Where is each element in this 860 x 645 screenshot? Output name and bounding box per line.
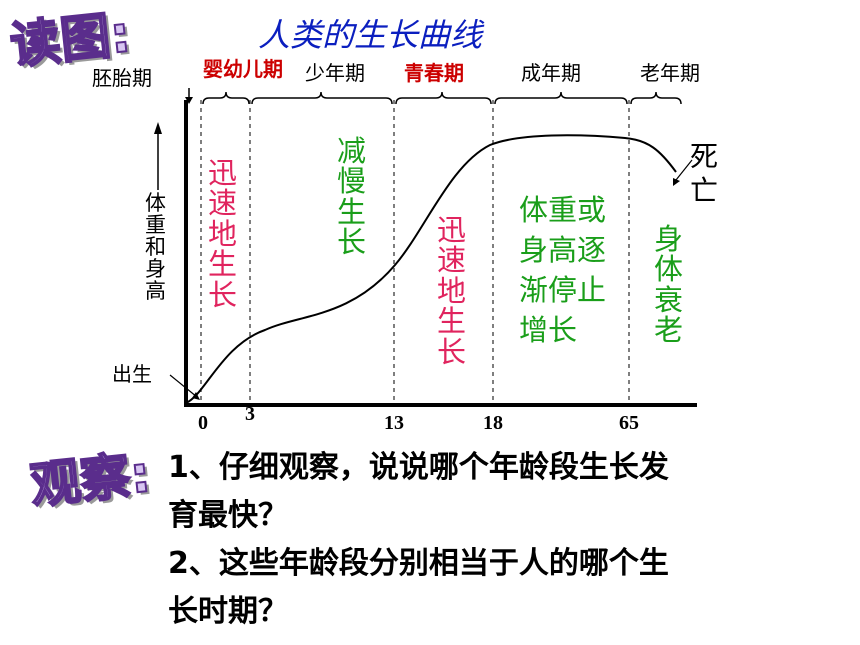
x-tick-13: 13 bbox=[384, 412, 404, 434]
question-list: 1、仔细观察，说说哪个年龄段生长发 育最快？ 2、这些年龄段分别相当于人的哪个生… bbox=[168, 444, 848, 636]
stage-juvenile: 少年期 bbox=[305, 61, 365, 85]
brace-adolescence bbox=[395, 91, 492, 105]
brace-adult bbox=[494, 91, 628, 105]
x-tick-18: 18 bbox=[483, 412, 503, 434]
birth-pointer-head bbox=[192, 392, 200, 400]
death-label: 死亡 bbox=[690, 140, 719, 207]
brace-juvenile bbox=[251, 91, 393, 105]
x-tick-0: 0 bbox=[198, 412, 208, 434]
plateau-line-1: 体重或 bbox=[519, 193, 607, 227]
question-1-line-1: 1、仔细观察，说说哪个年龄段生长发 bbox=[168, 450, 669, 485]
brace-elderly bbox=[630, 91, 682, 105]
death-pointer-line bbox=[675, 159, 693, 181]
embryo-arrow-head bbox=[185, 97, 193, 104]
y-axis-label: 体重和身高 bbox=[145, 191, 166, 304]
plateau-line-3: 渐停止 bbox=[519, 273, 607, 307]
question-2-line-2: 长时期？ bbox=[168, 594, 288, 629]
observe-label: 观察: bbox=[27, 444, 154, 516]
birth-pointer-line bbox=[169, 374, 198, 398]
y-axis-arrow-head bbox=[154, 122, 162, 134]
growth-curve bbox=[185, 134, 677, 404]
annotation-slow-growth: 减慢生长 bbox=[337, 134, 367, 260]
question-1-line-2: 育最快？ bbox=[168, 498, 288, 533]
annotation-plateau: 体重或 身高逐 渐停止 增长 bbox=[519, 190, 606, 350]
annotation-aging: 身体衰老 bbox=[654, 222, 684, 348]
birth-label: 出生 bbox=[112, 362, 152, 386]
plateau-line-4: 增长 bbox=[519, 313, 578, 347]
stage-infant: 婴幼儿期 bbox=[203, 57, 283, 81]
annotation-rapid-growth-1: 迅速地生长 bbox=[208, 156, 238, 312]
x-tick-65: 65 bbox=[619, 412, 639, 434]
stage-embryo: 胚胎期 bbox=[92, 66, 152, 90]
plateau-line-2: 身高逐 bbox=[519, 233, 607, 267]
stage-elderly: 老年期 bbox=[640, 61, 700, 85]
diagram-title: 人类的生长曲线 bbox=[258, 16, 483, 54]
brace-infant bbox=[202, 91, 250, 105]
death-pointer-head bbox=[673, 178, 680, 186]
question-2-line-1: 2、这些年龄段分别相当于人的哪个生 bbox=[168, 546, 669, 581]
x-tick-3: 3 bbox=[245, 403, 255, 425]
annotation-rapid-growth-2: 迅速地生长 bbox=[437, 213, 467, 369]
stage-adolescence: 青春期 bbox=[404, 61, 464, 85]
stage-adult: 成年期 bbox=[521, 61, 581, 85]
